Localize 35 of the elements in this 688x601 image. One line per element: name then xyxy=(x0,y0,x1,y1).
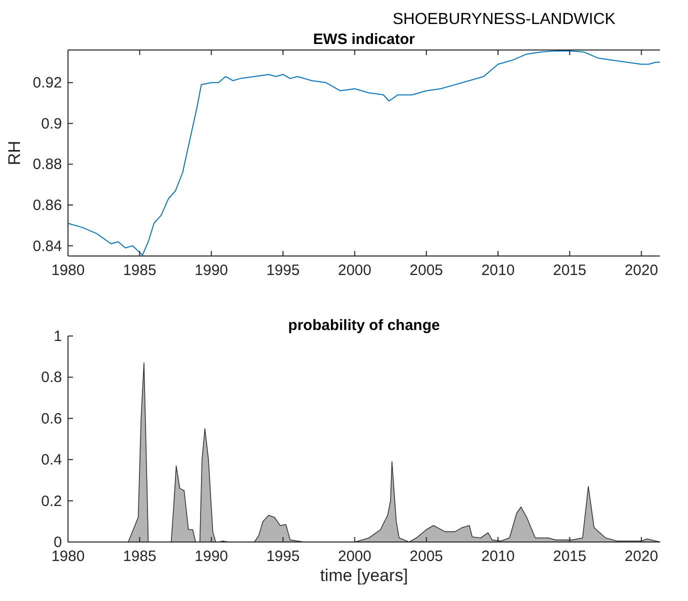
y-tick-label: 0.9 xyxy=(41,115,62,132)
y-tick-label: 0.8 xyxy=(41,369,62,386)
y-tick-label: 0.92 xyxy=(32,74,62,92)
y-tick-label: 0.86 xyxy=(32,197,62,214)
x-tick-label: 2005 xyxy=(410,548,444,565)
x-tick-label: 2020 xyxy=(624,548,658,565)
x-tick-label: 2000 xyxy=(338,262,372,279)
x-tick-label: 1980 xyxy=(51,262,85,279)
x-tick-label: 1990 xyxy=(194,262,228,279)
y-tick-label: 0.6 xyxy=(41,410,62,428)
y-tick-label: 0.4 xyxy=(41,452,62,469)
y-axis-title: RH xyxy=(5,140,24,166)
y-tick-label: 0.88 xyxy=(32,156,62,174)
x-tick-label: 2020 xyxy=(624,262,658,279)
line-series xyxy=(68,50,660,256)
x-tick-label: 1990 xyxy=(194,548,228,565)
x-tick-label: 2015 xyxy=(553,262,586,279)
x-tick-label: 1995 xyxy=(266,548,300,565)
y-tick-label: 1 xyxy=(54,328,62,345)
x-tick-label: 1985 xyxy=(122,262,156,279)
y-tick-label: 0 xyxy=(54,534,62,551)
x-tick-label: 2015 xyxy=(553,548,586,565)
x-tick-label: 2010 xyxy=(481,262,515,279)
x-tick-label: 2010 xyxy=(481,548,515,565)
x-tick-label: 2000 xyxy=(338,548,372,565)
x-tick-label: 2005 xyxy=(410,262,444,279)
x-tick-label: 1995 xyxy=(266,262,300,279)
text: SHOEBURYNESS-LANDWICK xyxy=(392,11,616,28)
x-tick-label: 1985 xyxy=(122,548,156,565)
y-tick-label: 0.2 xyxy=(41,492,62,510)
chart-title: probability of change xyxy=(288,317,440,334)
y-tick-label: 0.84 xyxy=(32,238,62,255)
chart-title: EWS indicator xyxy=(313,31,415,48)
x-axis-title: time [years] xyxy=(320,566,408,585)
x-tick-label: 1980 xyxy=(51,548,85,565)
